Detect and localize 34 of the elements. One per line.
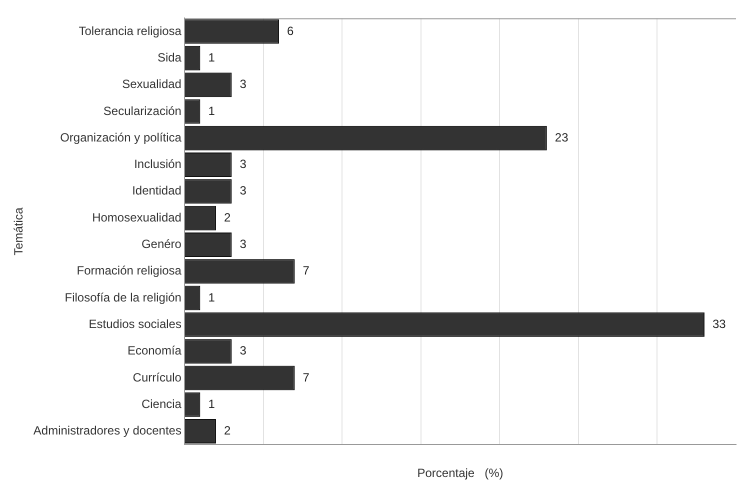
data-label: 1 (208, 50, 216, 64)
x-axis-title: Porcentaje (%) (417, 466, 504, 480)
data-label: 3 (240, 237, 247, 252)
data-label: 3 (240, 157, 247, 172)
data-label: 1 (208, 104, 216, 118)
y-tick-label: Sida (157, 50, 182, 64)
y-tick-label: Estudios sociales (88, 316, 182, 331)
data-label: 7 (302, 370, 310, 384)
y-tick-label: Homosexualidad (92, 210, 182, 224)
data-label: 23 (554, 130, 569, 144)
y-tick-label: Administradores y docentes (33, 424, 182, 438)
y-tick-label: Organización y política (60, 130, 182, 144)
data-label: 2 (224, 424, 231, 438)
data-label: 1 (208, 290, 216, 304)
data-label: 7 (302, 264, 310, 278)
y-tick-label: Inclusión (134, 157, 182, 172)
data-label: 3 (240, 344, 247, 358)
y-tick-label: Genéro (141, 237, 182, 252)
y-tick-label: Currículo (132, 370, 182, 384)
y-tick-label: Sexualidad (122, 77, 182, 92)
y-tick-label: Filosofía de la religión (64, 290, 182, 304)
data-label: 2 (224, 210, 231, 224)
data-label: 3 (240, 184, 247, 198)
y-tick-label: Tolerancia religiosa (78, 24, 182, 38)
y-axis-title: Temática (12, 207, 26, 256)
data-label: 6 (287, 24, 294, 38)
y-tick-label: Economía (127, 344, 182, 358)
y-tick-label: Ciencia (141, 396, 182, 411)
y-tick-label: Secularización (103, 104, 182, 118)
data-label: 3 (240, 77, 247, 92)
data-label: 1 (208, 396, 216, 411)
data-label: 33 (712, 316, 726, 331)
y-tick-label: Identidad (132, 184, 182, 198)
y-tick-label: Formación religiosa (76, 264, 182, 278)
